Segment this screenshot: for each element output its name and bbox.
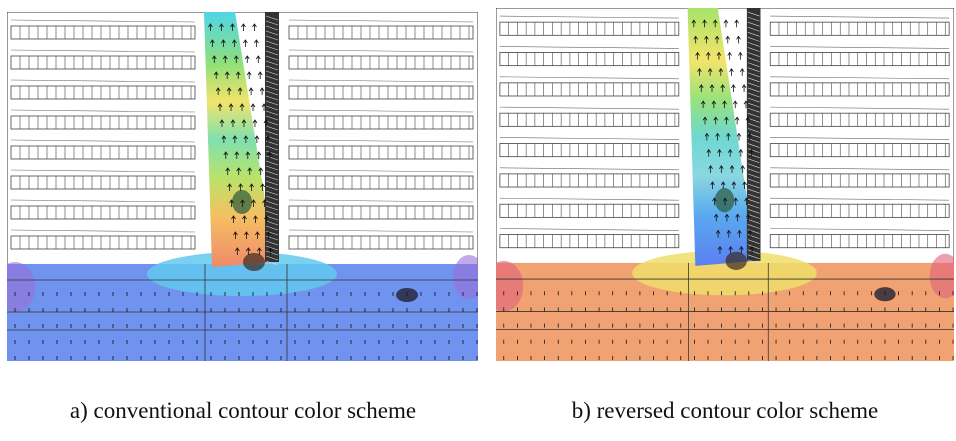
figure: a) conventional contour color scheme b) … bbox=[0, 0, 956, 441]
obstacle bbox=[232, 190, 252, 214]
obstacle bbox=[715, 188, 734, 212]
caption: b) reversed contour color scheme bbox=[490, 398, 956, 424]
obstacle bbox=[725, 252, 746, 270]
contour-panel-b bbox=[496, 8, 954, 361]
caption: a) conventional contour color scheme bbox=[8, 398, 478, 424]
contour-panel-a bbox=[7, 12, 478, 361]
obstacle bbox=[243, 253, 265, 271]
